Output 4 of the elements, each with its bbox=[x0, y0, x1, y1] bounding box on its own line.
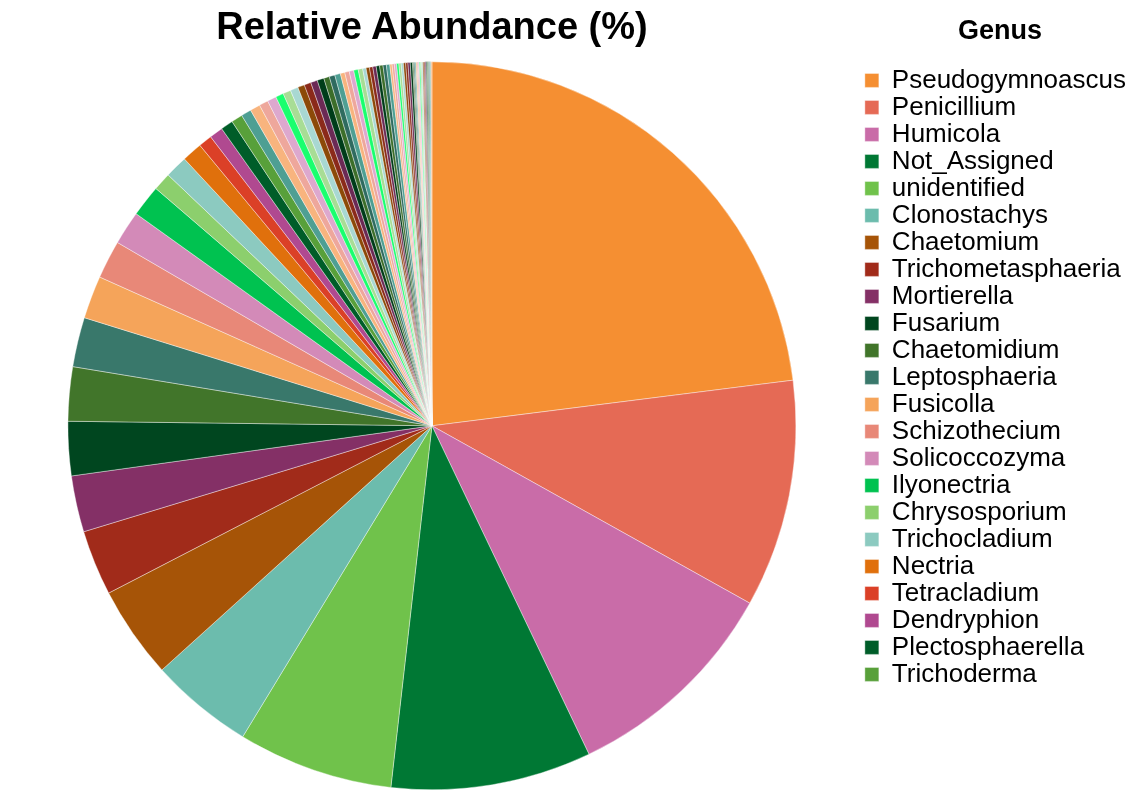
chart-title: Relative Abundance (%) bbox=[216, 5, 648, 48]
legend-label: Pseudogymnoascus bbox=[891, 63, 1126, 94]
legend-label: Clonostachys bbox=[891, 198, 1048, 229]
legend-title: Genus bbox=[957, 14, 1042, 45]
